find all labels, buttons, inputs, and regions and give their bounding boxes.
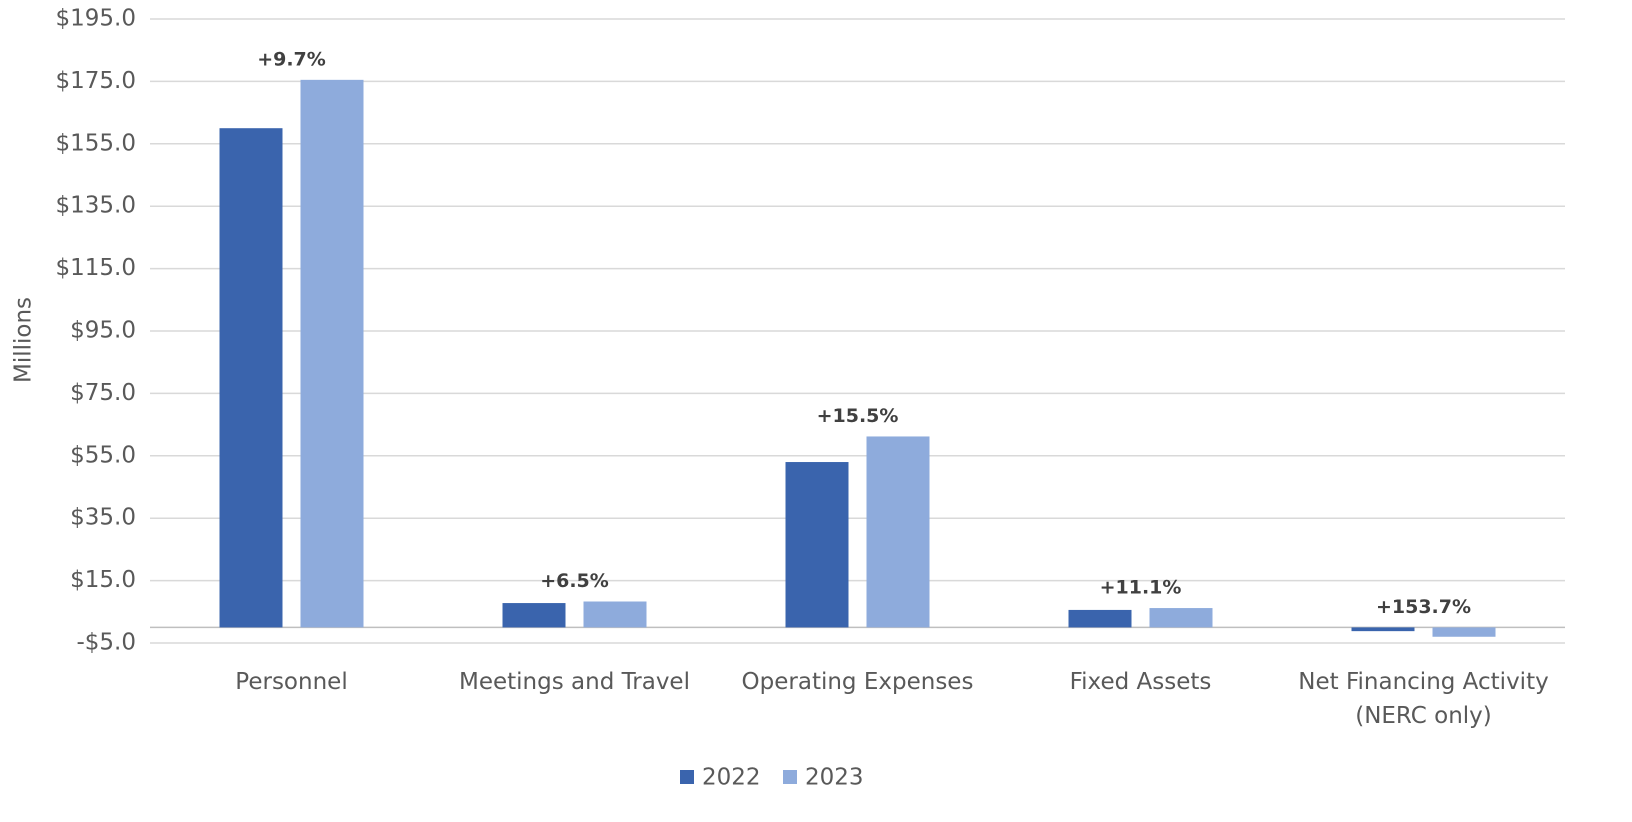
- bar: [1068, 609, 1132, 628]
- x-tick-label: Meetings and Travel: [459, 669, 690, 695]
- legend-label: 2022: [702, 765, 761, 791]
- bar: [1351, 627, 1415, 632]
- bar: [1432, 627, 1496, 637]
- legend-label: 2023: [805, 765, 864, 791]
- bar: [866, 436, 930, 628]
- y-tick-label: $135.0: [56, 193, 136, 219]
- legend-swatch: [680, 770, 694, 784]
- annotation: +11.1%: [1100, 577, 1182, 599]
- y-tick-label: $95.0: [70, 318, 136, 344]
- x-tick-label: Personnel: [235, 669, 348, 695]
- y-tick-label: $15.0: [70, 567, 136, 593]
- bar: [1149, 608, 1213, 628]
- y-tick-label: $75.0: [70, 380, 136, 406]
- bar: [219, 128, 283, 628]
- annotation: +6.5%: [540, 570, 609, 592]
- y-tick-label: $175.0: [56, 68, 136, 94]
- annotation: +9.7%: [257, 48, 326, 70]
- bar: [502, 603, 566, 628]
- bar: [300, 79, 364, 628]
- annotation: +153.7%: [1376, 596, 1471, 618]
- y-axis-label: Millions: [11, 297, 37, 383]
- x-tick-label: Fixed Assets: [1069, 669, 1212, 695]
- y-tick-label: -$5.0: [76, 630, 136, 656]
- y-tick-label: $55.0: [70, 442, 136, 468]
- bar: [583, 601, 647, 628]
- y-tick-label: $115.0: [56, 255, 136, 281]
- bar: [785, 462, 849, 628]
- x-tick-label: Operating Expenses: [741, 669, 974, 695]
- annotation: +15.5%: [817, 405, 899, 427]
- y-tick-label: $195.0: [56, 6, 136, 32]
- y-tick-label: $155.0: [56, 130, 136, 156]
- y-tick-label: $35.0: [70, 505, 136, 531]
- legend-swatch: [783, 770, 797, 784]
- x-tick-label: Net Financing Activity (NERC only): [1298, 669, 1549, 729]
